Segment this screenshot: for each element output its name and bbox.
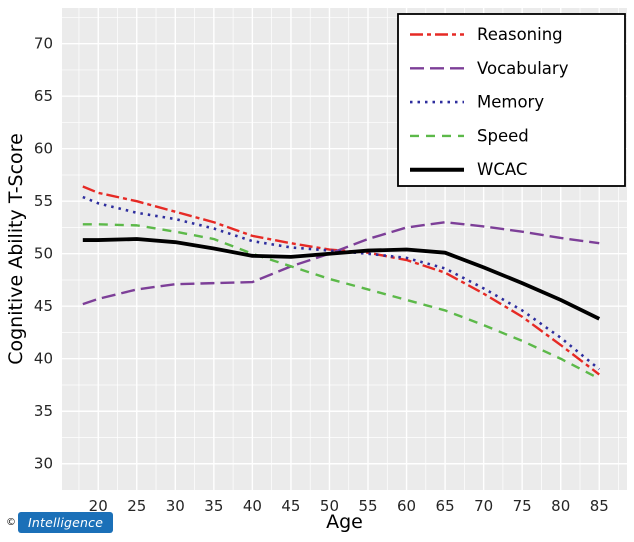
series-line-speed: [82, 223, 600, 380]
x-tick-label: 85: [590, 497, 609, 515]
legend-label-vocabulary: Vocabulary: [477, 59, 569, 78]
y-tick-label: 45: [34, 297, 53, 315]
y-axis-title: Cognitive Ability T-Score: [5, 133, 27, 365]
x-tick-label: 80: [551, 497, 570, 515]
y-tick-label: 30: [34, 455, 53, 473]
x-tick-label: 70: [474, 497, 493, 515]
x-tick-label: 40: [243, 497, 262, 515]
x-tick-label: 60: [397, 497, 416, 515]
x-tick-label: 55: [358, 497, 377, 515]
legend-label-memory: Memory: [477, 93, 544, 112]
x-tick-label: 20: [89, 497, 108, 515]
series-line-vocabulary: [82, 221, 600, 306]
y-tick-label: 60: [34, 140, 53, 158]
x-tick-label: 65: [436, 497, 455, 515]
x-tick-label: 25: [127, 497, 146, 515]
x-tick-label: 75: [513, 497, 532, 515]
x-tick-label: 35: [204, 497, 223, 515]
x-tick-label: 50: [320, 497, 339, 515]
series-line-reasoning: [82, 185, 600, 376]
watermark-label: Intelligence: [18, 512, 114, 533]
x-tick-label: 45: [281, 497, 300, 515]
y-tick-label: 35: [34, 402, 53, 420]
legend-label-wcac: WCAC: [477, 160, 527, 179]
y-tick-label: 50: [34, 245, 53, 263]
legend-frame: [397, 13, 626, 187]
y-tick-label: 65: [34, 87, 53, 105]
y-tick-label: 55: [34, 192, 53, 210]
legend-box: Reasoning Vocabulary Memory Speed WCAC: [397, 13, 626, 187]
legend-label-speed: Speed: [477, 126, 529, 145]
copyright-symbol: ©: [6, 517, 16, 528]
y-tick-label: 70: [34, 35, 53, 53]
series-line-wcac: [82, 237, 601, 321]
legend-label-reasoning: Reasoning: [477, 25, 563, 44]
series-line-memory: [82, 195, 601, 371]
x-tick-label: 30: [166, 497, 185, 515]
watermark: © Intelligence: [6, 512, 114, 533]
y-tick-label: 40: [34, 350, 53, 368]
x-axis-title: Age: [326, 511, 363, 533]
